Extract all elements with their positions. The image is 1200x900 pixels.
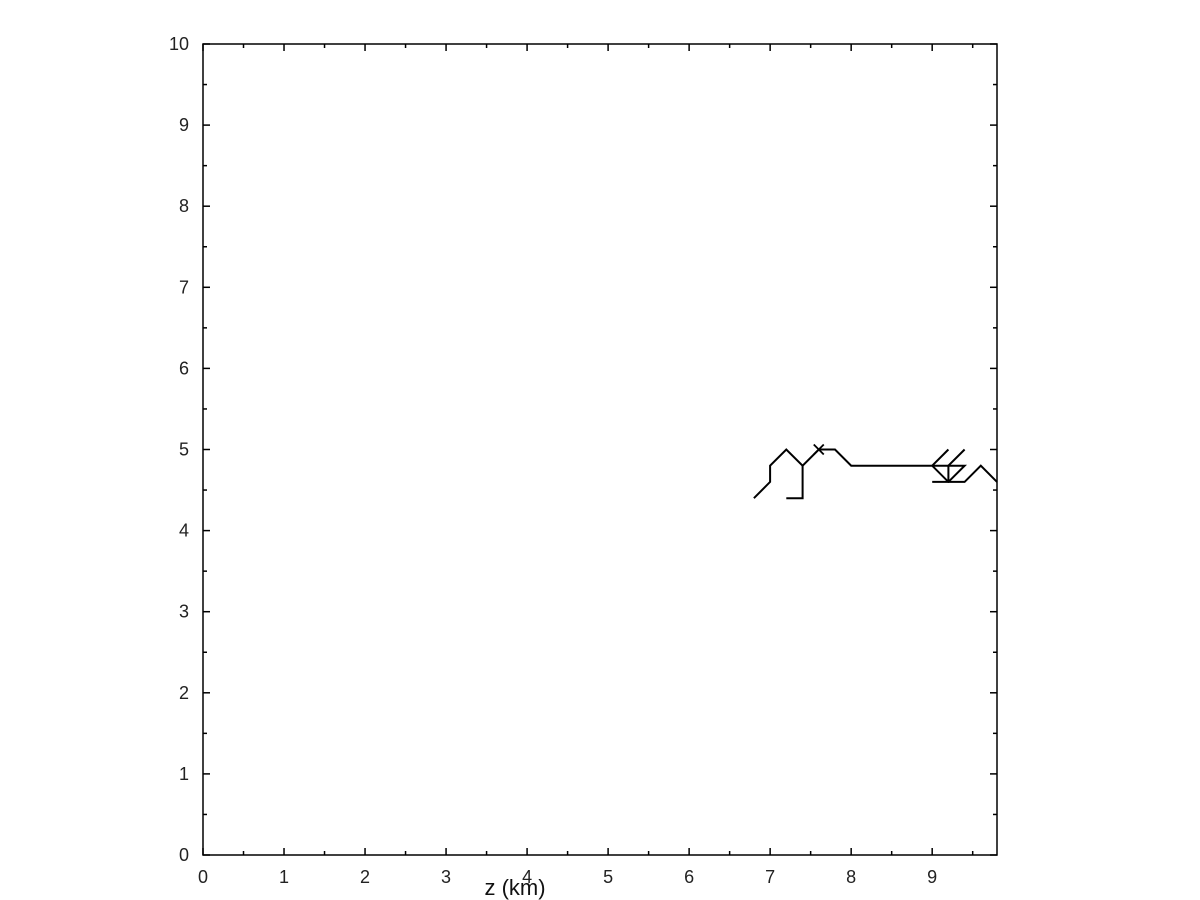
y-tick-label: 8 [179, 196, 189, 216]
x-tick-label: 6 [684, 867, 694, 887]
plot-markers [813, 443, 825, 456]
data-marker-stroke [813, 443, 825, 456]
x-tick-label: 1 [279, 867, 289, 887]
y-tick-label: 4 [179, 521, 189, 541]
y-tick-label: 0 [179, 845, 189, 865]
x-tick-label: 8 [846, 867, 856, 887]
x-axis-title: z (km) [484, 875, 545, 900]
x-tick-label: 9 [927, 867, 937, 887]
x-tick-label: 4 [522, 867, 532, 887]
y-tick-labels: 0 1 2 3 4 5 6 7 8 9 10 [169, 34, 189, 865]
major-ticks [202, 43, 997, 856]
plot-lines [753, 448, 998, 500]
series-line-2 [931, 448, 950, 467]
y-tick-label: 9 [179, 115, 189, 135]
x-tick-label: 0 [198, 867, 208, 887]
x-tick-label: 3 [441, 867, 451, 887]
x-tick-label: 7 [765, 867, 775, 887]
series-line-0 [753, 448, 998, 499]
minor-ticks [203, 44, 997, 855]
data-marker-0 [813, 443, 825, 456]
y-tick-label: 7 [179, 277, 189, 297]
y-tick-label: 1 [179, 764, 189, 784]
x-tick-label: 2 [360, 867, 370, 887]
y-tick-label: 5 [179, 440, 189, 460]
series-line-4 [947, 448, 966, 482]
y-tick-label: 10 [169, 34, 189, 54]
y-tick-label: 6 [179, 358, 189, 378]
y-tick-label: 3 [179, 602, 189, 622]
x-tick-label: 5 [603, 867, 613, 887]
y-tick-label: 2 [179, 683, 189, 703]
plot-frame [202, 43, 998, 856]
x-tick-labels: 0 1 2 3 4 5 6 7 8 9 [198, 867, 937, 887]
series-line-1 [786, 465, 804, 500]
